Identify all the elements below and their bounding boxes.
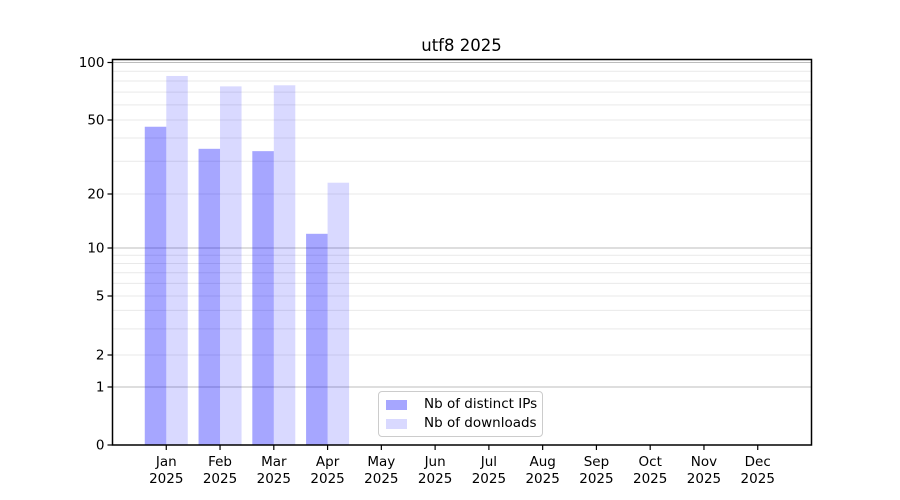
bar-nb-of-downloads-mar bbox=[273, 85, 296, 445]
y-tick-label: 5 bbox=[96, 289, 105, 305]
y-tick-label: 10 bbox=[87, 241, 104, 257]
x-tick-label-year-apr: 2025 bbox=[310, 471, 344, 487]
bar-nb-of-downloads-feb bbox=[220, 86, 242, 445]
x-tick-label-month-nov: Nov bbox=[691, 454, 717, 470]
legend-item-distinct-ips: Nb of distinct IPs bbox=[386, 396, 538, 412]
x-tick-label-month-mar: Mar bbox=[261, 454, 287, 470]
x-tick-label-year-feb: 2025 bbox=[203, 471, 237, 487]
x-tick-label-year-jan: 2025 bbox=[149, 471, 183, 487]
x-tick-label-month-dec: Dec bbox=[745, 454, 771, 470]
y-tick-label: 0 bbox=[96, 438, 105, 454]
x-tick-label-month-apr: Apr bbox=[316, 454, 340, 470]
legend-swatch-downloads bbox=[386, 418, 407, 429]
axes-spines bbox=[111, 58, 813, 446]
x-tick-label-month-jul: Jul bbox=[480, 454, 497, 470]
chart-title: utf8 2025 bbox=[421, 36, 502, 55]
x-tick-label-month-jan: Jan bbox=[155, 454, 177, 470]
legend-item-downloads: Nb of downloads bbox=[386, 415, 537, 431]
bar-nb-of-downloads-apr bbox=[327, 182, 350, 445]
x-tick-label-year-nov: 2025 bbox=[687, 471, 721, 487]
x-tick-label-year-jun: 2025 bbox=[418, 471, 452, 487]
bar-nb-of-distinct-ips-mar bbox=[252, 151, 274, 446]
bar-nb-of-distinct-ips-jan bbox=[144, 126, 167, 445]
y-tick-label: 50 bbox=[87, 113, 104, 129]
x-tick-label-month-oct: Oct bbox=[639, 454, 662, 470]
x-tick-label-year-may: 2025 bbox=[364, 471, 398, 487]
x-tick-label-month-jun: Jun bbox=[424, 454, 446, 470]
x-tick-label-month-sep: Sep bbox=[584, 454, 609, 470]
x-tick-label-year-mar: 2025 bbox=[257, 471, 291, 487]
y-tick-label: 100 bbox=[79, 55, 105, 71]
x-tick-label-year-aug: 2025 bbox=[525, 471, 559, 487]
bar-nb-of-distinct-ips-feb bbox=[198, 148, 221, 445]
x-tick-label-year-jul: 2025 bbox=[472, 471, 506, 487]
legend-swatch-distinct-ips bbox=[386, 399, 407, 410]
bar-nb-of-downloads-jan bbox=[166, 75, 188, 445]
x-tick-label-year-oct: 2025 bbox=[633, 471, 667, 487]
x-tick-label-year-dec: 2025 bbox=[741, 471, 775, 487]
x-tick-label-month-aug: Aug bbox=[529, 454, 555, 470]
legend-label-distinct-ips: Nb of distinct IPs bbox=[424, 396, 538, 412]
y-tick-label: 1 bbox=[96, 380, 105, 396]
y-tick-label: 2 bbox=[96, 348, 105, 364]
y-tick-label: 20 bbox=[87, 187, 104, 203]
legend-label-downloads: Nb of downloads bbox=[424, 415, 537, 431]
x-tick-label-month-feb: Feb bbox=[208, 454, 232, 470]
legend: Nb of distinct IPs Nb of downloads bbox=[378, 391, 543, 437]
bar-nb-of-distinct-ips-apr bbox=[306, 233, 328, 445]
x-tick-label-year-sep: 2025 bbox=[579, 471, 613, 487]
x-tick-label-month-may: May bbox=[367, 454, 395, 470]
